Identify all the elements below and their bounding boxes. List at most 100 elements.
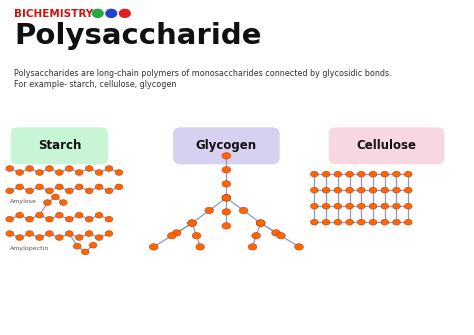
Circle shape [357,171,365,177]
Circle shape [369,219,377,225]
Circle shape [85,216,93,222]
Circle shape [65,188,73,194]
Circle shape [55,235,63,241]
Circle shape [46,216,53,222]
Text: Cellulose: Cellulose [356,139,417,152]
Circle shape [295,244,303,250]
Circle shape [392,171,401,177]
Circle shape [346,219,354,225]
Circle shape [322,219,330,225]
Circle shape [6,166,14,171]
Circle shape [334,187,342,193]
Circle shape [256,220,265,226]
Circle shape [346,203,354,209]
Circle shape [105,216,113,222]
Circle shape [252,232,260,239]
Circle shape [188,220,196,226]
Circle shape [85,166,93,171]
Circle shape [46,166,53,171]
Circle shape [334,203,342,209]
Circle shape [369,171,377,177]
Circle shape [392,219,401,225]
Text: Starch: Starch [37,139,81,152]
Circle shape [115,170,123,175]
Circle shape [404,203,412,209]
Circle shape [357,219,365,225]
Circle shape [36,235,43,241]
Circle shape [85,188,93,194]
Circle shape [65,166,73,171]
FancyBboxPatch shape [329,127,444,164]
Circle shape [222,209,231,215]
Circle shape [16,184,24,190]
Circle shape [44,200,51,205]
Circle shape [392,203,401,209]
Circle shape [75,235,83,241]
Circle shape [105,231,113,237]
Circle shape [16,212,24,218]
Circle shape [346,187,354,193]
Circle shape [188,220,196,226]
Circle shape [404,187,412,193]
Circle shape [222,181,231,187]
Circle shape [119,9,130,17]
Circle shape [60,200,67,205]
Text: Polysaccharides are long-chain polymers of monosaccharides connected by glycosid: Polysaccharides are long-chain polymers … [14,69,392,78]
Circle shape [92,9,103,17]
Circle shape [222,195,231,201]
Circle shape [310,187,318,193]
Circle shape [65,231,73,237]
Circle shape [6,188,14,194]
Circle shape [36,184,43,190]
Circle shape [381,203,389,209]
Circle shape [205,207,213,214]
Circle shape [26,166,33,171]
Circle shape [310,219,318,225]
Circle shape [192,232,201,239]
Circle shape [55,212,63,218]
Circle shape [272,230,280,236]
Circle shape [322,187,330,193]
Circle shape [26,216,33,222]
Circle shape [16,170,24,175]
Circle shape [52,194,59,200]
Circle shape [322,171,330,177]
Circle shape [95,170,103,175]
Circle shape [149,244,158,250]
FancyBboxPatch shape [173,127,280,164]
Circle shape [106,9,117,17]
Circle shape [55,184,63,190]
Circle shape [75,170,83,175]
Circle shape [334,171,342,177]
Circle shape [188,220,196,226]
Circle shape [167,232,176,239]
Circle shape [95,184,103,190]
Circle shape [26,231,33,237]
Circle shape [369,203,377,209]
Circle shape [75,212,83,218]
Circle shape [55,170,63,175]
Circle shape [322,203,330,209]
Circle shape [36,170,43,175]
Circle shape [381,187,389,193]
Text: Glycogen: Glycogen [196,139,257,152]
Circle shape [310,203,318,209]
Text: Amylose: Amylose [10,199,36,204]
Text: Polysaccharide: Polysaccharide [14,22,262,50]
Circle shape [115,184,123,190]
Circle shape [381,219,389,225]
Circle shape [73,244,81,249]
Circle shape [6,216,14,222]
FancyBboxPatch shape [10,127,108,164]
Circle shape [248,244,257,250]
Circle shape [357,187,365,193]
Circle shape [89,243,97,248]
Circle shape [256,220,265,226]
Circle shape [404,219,412,225]
Circle shape [105,166,113,171]
Text: For example- starch, cellulose, glycogen: For example- starch, cellulose, glycogen [14,80,177,89]
Circle shape [95,235,103,241]
Circle shape [95,212,103,218]
Circle shape [196,244,204,250]
Circle shape [346,171,354,177]
